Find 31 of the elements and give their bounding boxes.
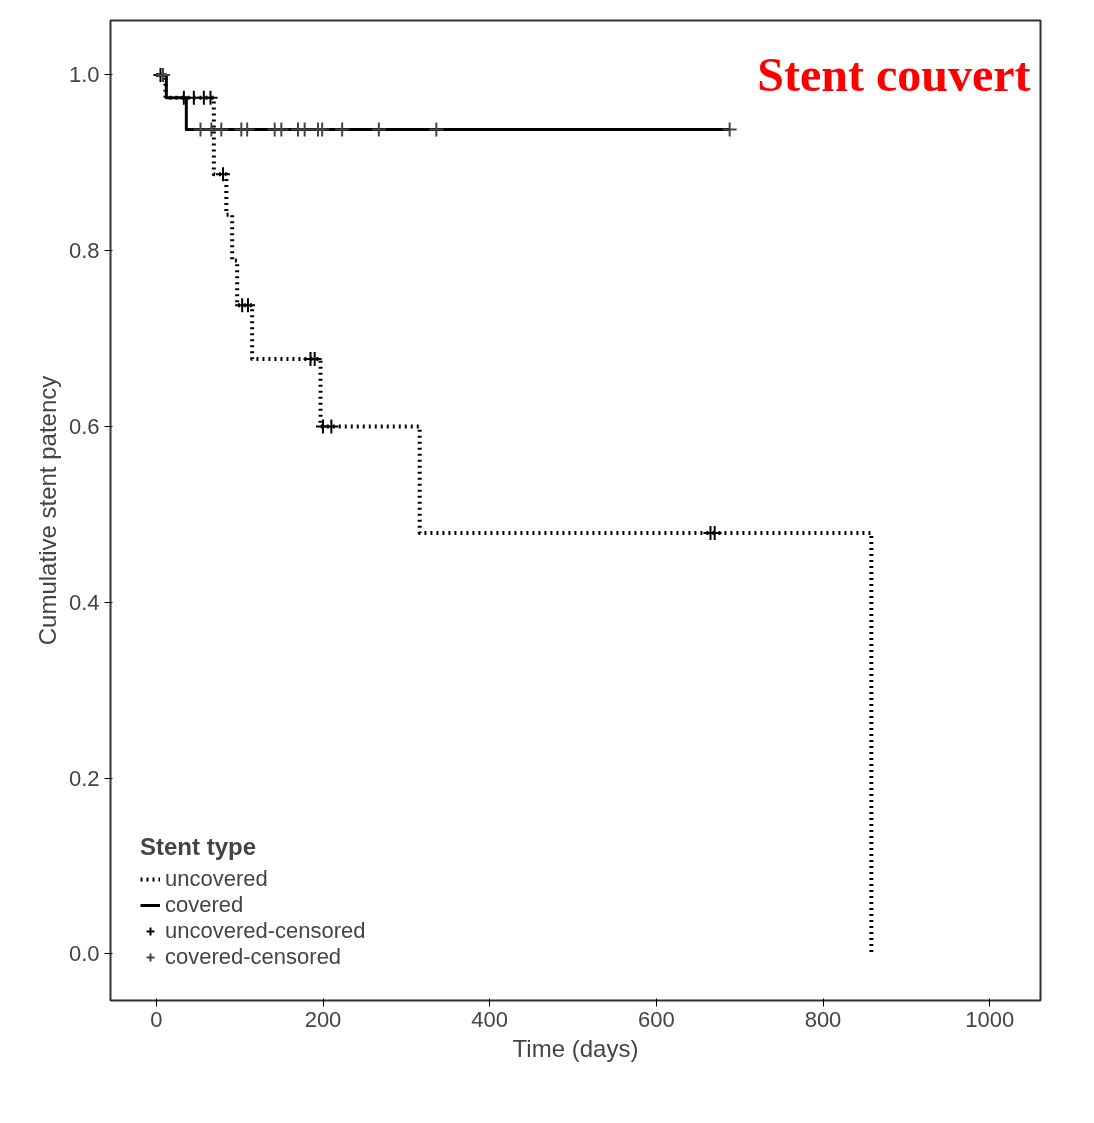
point	[215, 166, 231, 183]
y-axis-title: Cumulative stent patency	[33, 375, 61, 646]
y-tick-label: 0.2	[68, 765, 100, 791]
y-tick-label: 0.6	[68, 414, 100, 440]
legend-label: covered	[165, 892, 244, 918]
y-tick-label: 0.0	[68, 941, 100, 967]
x-tick-label: 1000	[965, 1006, 1015, 1032]
legend-label: covered-censored	[165, 944, 342, 970]
point	[240, 297, 256, 314]
point	[721, 121, 738, 138]
y-tick-label: 1.0	[68, 62, 100, 88]
point	[428, 121, 445, 138]
point	[273, 121, 290, 138]
legend-label: uncovered	[165, 866, 268, 892]
x-axis-title: Time (days)	[512, 1034, 639, 1062]
point	[370, 121, 387, 138]
point	[213, 121, 230, 138]
point	[314, 121, 331, 138]
x-tick-label: 400	[471, 1006, 509, 1032]
annotation: Stent couvert	[757, 47, 1031, 101]
point	[334, 121, 351, 138]
y-tick-label: 0.4	[68, 589, 100, 615]
x-tick-label: 200	[304, 1006, 342, 1032]
x-tick-label: 0	[150, 1006, 163, 1032]
point	[323, 418, 340, 435]
x-tick-label: 800	[804, 1006, 842, 1032]
y-tick-label: 0.8	[68, 238, 100, 264]
point	[202, 89, 219, 106]
x-tick-label: 600	[637, 1006, 675, 1032]
legend-label: uncovered-censored	[165, 918, 366, 944]
legend-title: Stent type	[140, 833, 257, 861]
